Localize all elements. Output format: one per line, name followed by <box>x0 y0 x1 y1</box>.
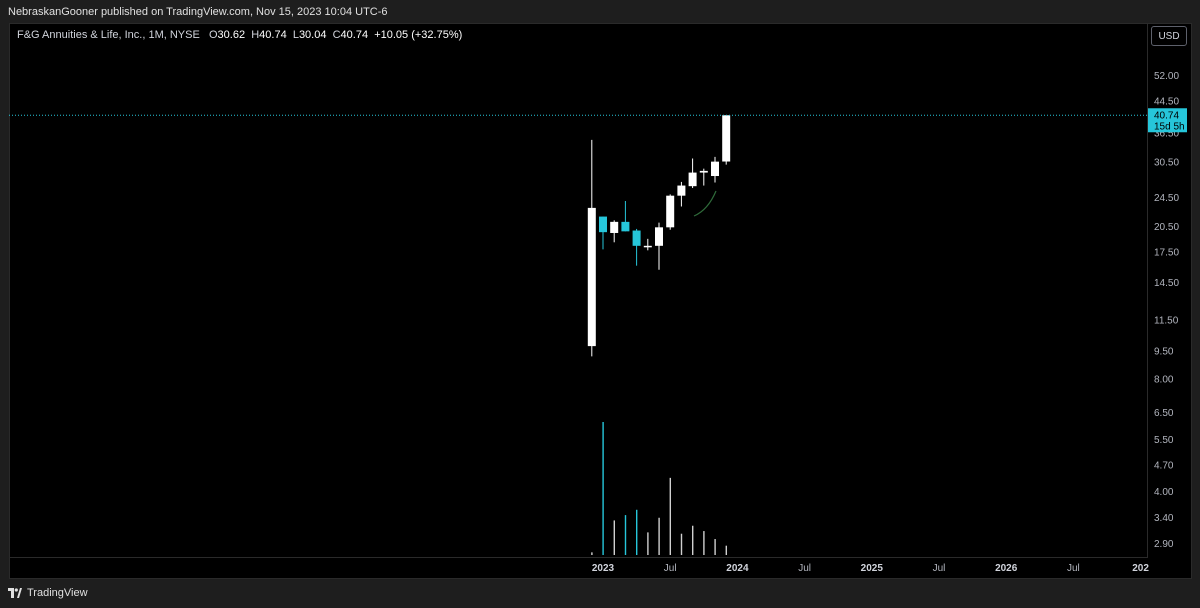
time-tick-label: Jul <box>798 563 811 574</box>
price-tick-label: 4.70 <box>1154 461 1174 472</box>
symbol-legend: F&G Annuities & Life, Inc., 1M, NYSE O30… <box>17 29 462 41</box>
last-price-badge-bg <box>1148 108 1187 133</box>
annotation-curve <box>693 190 717 217</box>
candles <box>587 115 731 357</box>
time-tick-labels: 2023 Jul 2024 Jul 2025 Jul 2026 Jul 202 <box>592 563 1150 574</box>
volume-bar <box>591 552 593 555</box>
tradingview-brand: TradingView <box>27 587 88 599</box>
price-tick-label: 2.90 <box>1154 539 1174 550</box>
price-tick-labels: 64.0052.0044.5036.5030.5024.5020.5017.50… <box>1154 38 1179 550</box>
candle <box>599 216 607 250</box>
price-tick-label: 6.50 <box>1154 408 1174 419</box>
volume-bar <box>613 520 615 555</box>
candle-body <box>688 172 697 187</box>
volume-bar <box>725 545 727 555</box>
time-tick-label: 2026 <box>995 563 1018 574</box>
volume-bars <box>591 422 727 555</box>
time-axis[interactable] <box>9 557 1147 580</box>
price-tick-label: 36.50 <box>1154 129 1179 140</box>
candle-body <box>722 115 731 162</box>
symbol-name: F&G Annuities & Life, Inc., 1M, NYSE <box>17 29 200 41</box>
volume-bar <box>692 525 694 555</box>
candle-body <box>655 227 663 246</box>
countdown-label: 15d 5h <box>1154 121 1185 132</box>
last-price-badge: 40.74 15d 5h <box>1148 108 1187 133</box>
candle <box>711 156 719 183</box>
candle <box>610 220 619 243</box>
volume-bar <box>624 515 627 555</box>
time-tick-label: Jul <box>1067 563 1080 574</box>
candle <box>666 194 675 230</box>
time-tick-label: Jul <box>933 563 946 574</box>
candle-body <box>666 195 675 228</box>
volume-bar <box>658 517 660 555</box>
close-label: C <box>332 29 341 41</box>
time-tick-label: 2023 <box>592 563 615 574</box>
change-value: +10.05 (+32.75%) <box>374 29 463 41</box>
footer-brand[interactable]: TradingView <box>8 587 88 599</box>
time-tick-label: Jul <box>664 563 677 574</box>
high-value: 40.74 <box>259 29 287 41</box>
candle <box>587 139 596 357</box>
candle <box>677 181 686 207</box>
last-price-label: 40.74 <box>1154 110 1179 121</box>
currency-button[interactable]: USD <box>1151 26 1187 46</box>
candle-body <box>711 161 719 177</box>
price-tick-label: 3.40 <box>1154 513 1174 524</box>
open-value: 30.62 <box>217 29 246 41</box>
candle-body <box>587 207 596 347</box>
candle-body <box>699 170 708 173</box>
volume-bar <box>636 509 638 555</box>
candle-body <box>643 245 652 248</box>
candle-body <box>677 185 686 196</box>
price-tick-label: 24.50 <box>1154 193 1179 204</box>
price-tick-label: 11.50 <box>1154 316 1179 327</box>
low-label: L <box>292 29 299 41</box>
candle <box>643 238 652 251</box>
candle <box>632 228 641 266</box>
price-tick-label: 14.50 <box>1154 278 1179 289</box>
candle <box>655 222 663 270</box>
price-tick-label: 5.50 <box>1154 435 1174 446</box>
candle <box>722 115 731 165</box>
price-tick-label: 9.50 <box>1154 347 1174 358</box>
time-tick-label: 2025 <box>861 563 884 574</box>
volume-bar <box>669 477 671 555</box>
price-tick-label: 17.50 <box>1154 248 1179 259</box>
low-value: 30.04 <box>298 29 327 41</box>
time-tick-label: 202 <box>1132 563 1149 574</box>
price-tick-label: 20.50 <box>1154 222 1179 233</box>
volume-bar <box>602 422 604 555</box>
candle <box>688 158 697 189</box>
time-tick-label: 2024 <box>726 563 749 574</box>
close-value: 40.74 <box>340 29 369 41</box>
volume-bar <box>647 532 649 555</box>
volume-bar <box>680 533 683 555</box>
price-tick-label: 44.50 <box>1154 96 1179 107</box>
candle-body <box>621 221 630 232</box>
price-axis[interactable] <box>1147 23 1193 558</box>
candle-body <box>610 221 619 233</box>
high-label: H <box>251 29 260 41</box>
publish-text: NebraskanGooner published on TradingView… <box>8 6 388 18</box>
price-tick-label: 52.00 <box>1154 71 1179 82</box>
candle-body <box>632 230 641 246</box>
price-tick-label: 8.00 <box>1154 374 1174 385</box>
candle <box>699 168 708 186</box>
volume-bar <box>703 531 705 555</box>
candle-body <box>599 216 607 233</box>
tradingview-logo-icon <box>8 588 22 598</box>
candle <box>621 200 630 232</box>
open-label: O <box>208 29 218 41</box>
publish-header: NebraskanGooner published on TradingView… <box>0 0 1200 24</box>
price-tick-label: 30.50 <box>1154 158 1179 169</box>
volume-bar <box>714 539 716 555</box>
price-tick-label: 4.00 <box>1154 487 1174 498</box>
